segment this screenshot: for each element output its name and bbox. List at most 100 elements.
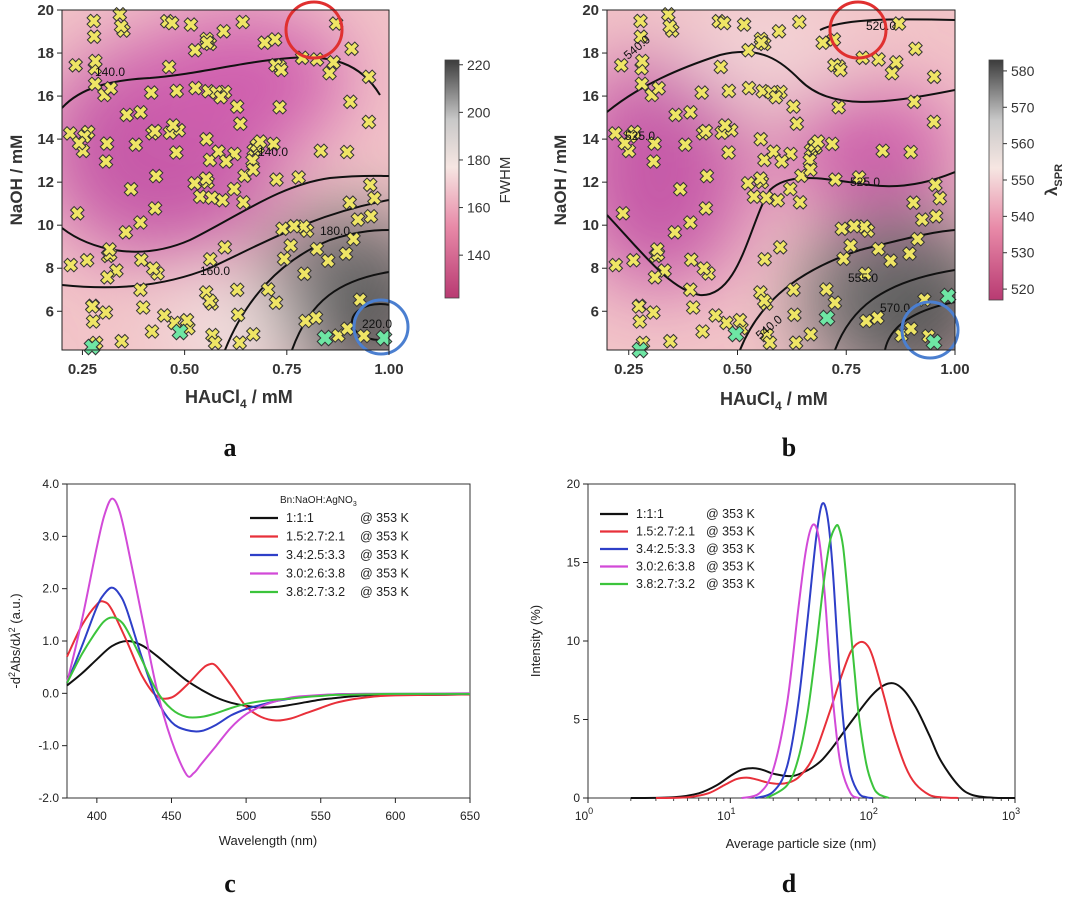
sample-marker (128, 137, 144, 153)
y-tick-label: 8 (46, 260, 54, 277)
y-tick-label: 14 (37, 131, 54, 148)
legend-entry: 3.4:2.5:3.3 @ 353 K (600, 542, 755, 556)
x-tick-label: 500 (236, 809, 256, 823)
sample-marker-cross (631, 299, 647, 314)
sample-marker (99, 136, 115, 152)
sample-marker (632, 314, 648, 329)
sample-marker-cross (198, 171, 214, 187)
panel-c-ylabel: -d2Abs/dλ2 (a.u.) (7, 593, 23, 688)
sample-marker-cross (165, 117, 181, 133)
sample-marker-cross (871, 241, 886, 257)
sample-marker-cross (291, 169, 307, 185)
legend-temperature: @ 353 K (360, 511, 409, 525)
sample-marker-cross (229, 282, 245, 298)
sample-marker (298, 313, 313, 329)
sample-marker-cross (260, 281, 276, 297)
panel-a-contour-label-5: 220.0 (362, 317, 392, 331)
sample-marker (906, 94, 922, 110)
sample-marker (147, 200, 163, 216)
sample-marker-cross (320, 253, 336, 269)
sample-marker (366, 190, 382, 206)
sample-marker-cross (632, 314, 648, 329)
sample-marker (756, 293, 772, 309)
sample-marker-cross (232, 335, 248, 351)
sample-marker (87, 53, 103, 69)
sample-marker-cross (71, 135, 87, 151)
sample-marker (350, 212, 366, 228)
sample-marker (647, 136, 663, 152)
sample-marker-cross (350, 212, 366, 228)
y-tick-label: 12 (37, 174, 54, 191)
series-line-magenta (741, 523, 860, 799)
legend-temperature: @ 353 K (360, 548, 409, 562)
sample-marker-cross (218, 153, 234, 169)
sample-marker-cross (361, 114, 377, 130)
sample-marker-cross (732, 312, 748, 328)
sample-marker (215, 192, 230, 208)
sample-marker (132, 282, 148, 298)
colorbar-tick-label: 560 (1011, 136, 1035, 152)
panel-a-contour-label-3: 160.0 (200, 264, 230, 278)
sample-marker-cross (339, 321, 355, 337)
sample-marker (71, 135, 87, 151)
sample-marker (362, 177, 378, 193)
sample-marker-cross (217, 239, 233, 255)
panel-b-markers (607, 6, 957, 359)
panel-b-field (607, 10, 955, 350)
sample-marker-cross (613, 57, 629, 73)
legend-temperature: @ 353 K (360, 530, 409, 544)
panel-a-colorbar-ticks: 140 160 180 200 220 (459, 57, 491, 263)
sample-marker-cross (187, 175, 203, 191)
sample-marker (753, 131, 769, 147)
legend-temperature: @ 353 K (706, 542, 755, 556)
sample-marker-cross (226, 181, 242, 197)
sample-marker-cross (926, 114, 942, 130)
sample-marker (875, 143, 891, 159)
sample-marker (103, 80, 119, 96)
sample-marker (199, 131, 214, 147)
sample-marker-cross (802, 162, 818, 178)
sample-marker-cross (148, 168, 164, 184)
sample-marker-cross (699, 168, 715, 184)
sample-marker (903, 144, 919, 160)
sample-marker-cross (342, 94, 358, 110)
sample-marker-cross (63, 257, 79, 273)
sample-marker-cross (682, 215, 698, 230)
sample-marker (914, 212, 930, 228)
legend-entry: 3.0:2.6:3.8 @ 353 K (250, 567, 409, 581)
panel-d-series (630, 502, 1016, 799)
sample-marker-cross (858, 313, 874, 329)
sample-marker-cross (746, 189, 762, 205)
x-tick-label: 600 (385, 809, 405, 823)
sample-marker (145, 261, 161, 276)
sample-marker (99, 269, 115, 285)
sample-marker (183, 17, 199, 33)
legend-entry: 1.5:2.7:2.1 @ 353 K (600, 525, 755, 539)
sample-marker (119, 107, 135, 123)
sample-marker-cross (298, 313, 313, 329)
sample-marker (257, 35, 273, 51)
sample-marker-cross (677, 137, 693, 153)
sample-marker (260, 281, 276, 297)
sample-marker-cross (721, 83, 737, 99)
legend-ratio: 3.8:2.7:3.2 (636, 577, 695, 591)
sample-marker-cross (269, 172, 284, 188)
y-tick-label: 20 (567, 477, 581, 491)
legend-entry: 3.8:2.7:3.2 @ 353 K (250, 585, 409, 599)
sample-marker-cross (928, 208, 944, 224)
sample-marker-cross (683, 252, 699, 268)
sample-marker-cross (326, 54, 342, 70)
y-tick-label: 6 (46, 303, 54, 320)
sample-marker (668, 107, 684, 123)
sample-marker (346, 231, 361, 247)
sample-marker-cross (906, 94, 922, 110)
sample-marker (682, 282, 698, 298)
sample-marker (320, 253, 336, 269)
sample-marker (870, 310, 885, 326)
legend-entry: 1:1:1 @ 353 K (600, 507, 755, 521)
sample-marker (903, 321, 919, 337)
panel-a-blue-highlight (352, 298, 410, 356)
sample-marker (858, 313, 874, 329)
sample-marker-cross (114, 333, 130, 349)
sample-marker-cross (741, 80, 757, 96)
